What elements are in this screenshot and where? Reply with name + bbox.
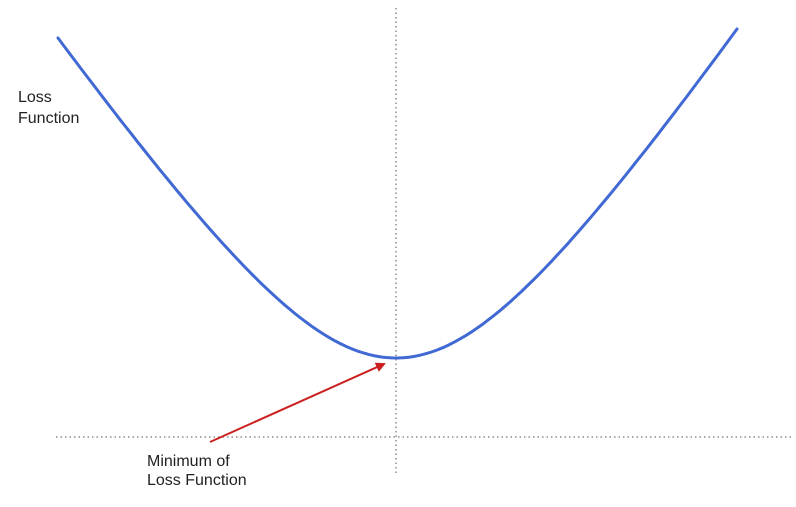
y-axis-label-line2: Function <box>18 110 79 127</box>
minimum-arrow <box>209 362 386 443</box>
y-axis-label: Loss Function <box>18 89 79 127</box>
y-axis-label-line1: Loss <box>18 89 52 106</box>
minimum-annotation: Minimum of Loss Function <box>147 453 247 489</box>
loss-curve <box>56 27 739 360</box>
minimum-annotation-line1: Minimum of <box>147 453 230 470</box>
minimum-annotation-line2: Loss Function <box>147 472 247 489</box>
